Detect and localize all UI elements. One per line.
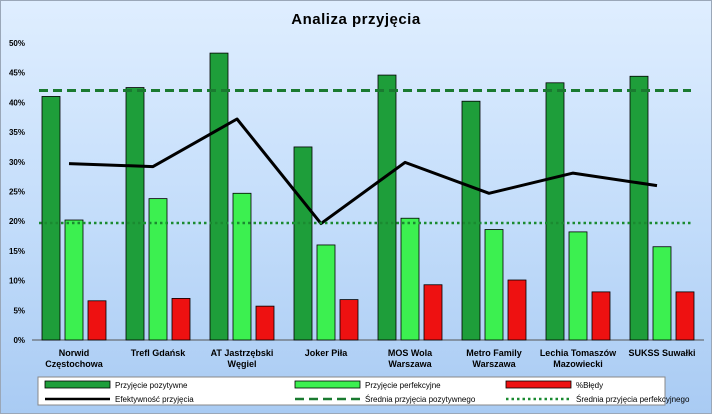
bar-przyjecie-pozytywne — [209, 52, 229, 341]
y-tick-label: 0% — [13, 336, 25, 345]
x-category-label: SUKSS Suwałki — [628, 348, 695, 358]
bar-bledy — [87, 300, 107, 341]
y-tick-label: 35% — [9, 128, 25, 137]
bar-przyjecie-pozytywne — [125, 87, 145, 341]
bar-przyjecie-perfekcyjne — [64, 219, 84, 341]
efektywnosc-line — [68, 117, 658, 226]
y-tick-label: 10% — [9, 277, 25, 286]
x-category-label: Węgiel — [227, 359, 256, 369]
bar-przyjecie-pozytywne — [629, 75, 649, 341]
bar-przyjecie-perfekcyjne — [148, 198, 168, 341]
legend-label: %Błędy — [576, 381, 603, 390]
bar-przyjecie-perfekcyjne — [484, 229, 504, 341]
legend-label: Średnia przyjęcia pozytywnego — [365, 395, 476, 404]
bar-bledy — [423, 284, 443, 341]
x-category-label: Częstochowa — [45, 359, 104, 369]
x-category-label: Trefl Gdańsk — [131, 348, 187, 358]
y-tick-label: 5% — [13, 306, 25, 315]
bar-przyjecie-perfekcyjne — [232, 192, 252, 341]
bar-przyjecie-pozytywne — [377, 74, 397, 341]
x-category-label: AT Jastrzębski — [211, 348, 274, 358]
legend-label: Efektywność przyjęcia — [115, 395, 194, 404]
legend-swatch — [44, 380, 111, 389]
bar-bledy — [507, 279, 527, 341]
bar-przyjecie-pozytywne — [461, 100, 481, 341]
y-tick-label: 30% — [9, 158, 25, 167]
bar-przyjecie-pozytywne — [41, 96, 61, 341]
bar-bledy — [339, 299, 359, 341]
bar-bledy — [591, 291, 611, 341]
x-category-label: Lechia Tomaszów — [540, 348, 617, 358]
y-tick-label: 25% — [9, 188, 25, 197]
x-category-label: Joker Piła — [305, 348, 349, 358]
legend-swatch — [505, 380, 572, 389]
y-tick-label: 20% — [9, 217, 25, 226]
bar-przyjecie-pozytywne — [545, 82, 565, 341]
x-category-label: Norwid — [59, 348, 90, 358]
legend-label: Przyjęcie perfekcyjne — [365, 381, 441, 390]
bar-przyjecie-pozytywne — [293, 146, 313, 341]
chart-title: Analiza przyjęcia — [291, 11, 421, 28]
bar-przyjecie-perfekcyjne — [400, 217, 420, 341]
x-category-label: Warszawa — [472, 359, 516, 369]
x-category-label: Mazowiecki — [553, 359, 603, 369]
x-category-label: Metro Family — [466, 348, 522, 358]
bar-bledy — [675, 291, 695, 341]
y-tick-label: 40% — [9, 98, 25, 107]
y-tick-label: 50% — [9, 39, 25, 48]
bar-przyjecie-perfekcyjne — [568, 231, 588, 341]
bar-bledy — [171, 298, 191, 341]
bar-bledy — [255, 305, 275, 341]
x-category-label: MOS Wola — [388, 348, 433, 358]
legend-swatch — [294, 380, 361, 389]
y-tick-label: 15% — [9, 247, 25, 256]
bar-przyjecie-perfekcyjne — [652, 246, 672, 341]
y-tick-label: 45% — [9, 69, 25, 78]
legend-label: Przyjęcie pozytywne — [115, 381, 188, 390]
x-category-label: Warszawa — [388, 359, 432, 369]
legend-label: Średnia przyjęcia perfekcyjnego — [576, 395, 690, 404]
bar-przyjecie-perfekcyjne — [316, 244, 336, 341]
